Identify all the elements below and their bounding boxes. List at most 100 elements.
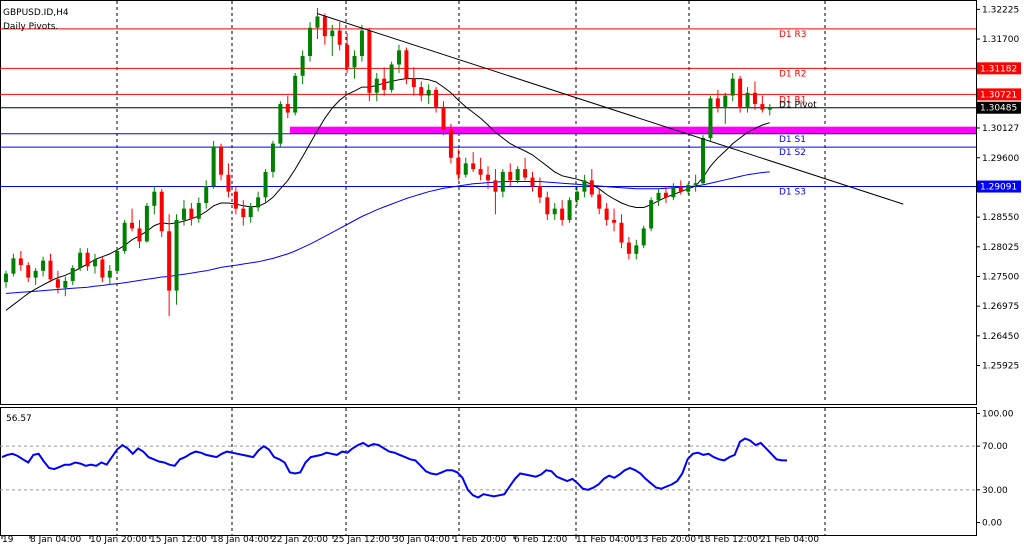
pivot-price-box — [977, 88, 1021, 101]
pivot-name: D1 R3 — [779, 30, 807, 40]
candle-body — [352, 56, 357, 68]
candle-body — [612, 219, 617, 223]
candle-body — [130, 222, 135, 229]
candle-body — [500, 171, 505, 192]
price-tick-label: 1.29600 — [982, 154, 1019, 164]
candles — [4, 7, 772, 317]
candle-body — [226, 174, 231, 192]
time-tick-label: 10 Jan 20:00 — [90, 535, 147, 545]
candle-body — [745, 92, 750, 107]
candle-body — [767, 108, 772, 110]
candle-body — [752, 92, 757, 105]
trendline — [317, 13, 904, 205]
candle-body — [33, 270, 38, 278]
candle-body — [523, 169, 528, 178]
candle-body — [18, 258, 23, 266]
candle-body — [486, 174, 490, 181]
candle-body — [663, 192, 668, 198]
price-tick-label: 1.29091 — [980, 183, 1017, 193]
candle-body — [678, 187, 683, 192]
candle-body — [530, 177, 535, 187]
time-tick-label: 11 Feb 04:00 — [576, 535, 635, 545]
price-tick-label: 1.26975 — [982, 302, 1019, 312]
candle-body — [137, 228, 142, 242]
candle-body — [597, 194, 602, 209]
candle-body — [174, 219, 179, 291]
price-panel-frame — [0, 0, 977, 405]
candle-body — [715, 98, 720, 107]
price-tick-label: 1.31700 — [982, 35, 1019, 45]
oscillator-tick-label: 30.00 — [982, 486, 1008, 496]
candle-body — [634, 245, 639, 254]
time-tick-label: 19 — [2, 535, 14, 545]
candle-body — [4, 273, 8, 283]
oscillator-value: 56.57 — [6, 414, 32, 424]
price-tick-label: 1.28550 — [982, 213, 1019, 223]
price-tick-label: 1.31182 — [980, 64, 1017, 74]
time-tick-label: 22 Jan 20:00 — [271, 535, 328, 545]
candle-body — [560, 208, 565, 220]
candle-body — [552, 208, 557, 215]
pivot-name: D1 S1 — [779, 135, 806, 145]
candle-body — [701, 137, 706, 184]
candle-body — [107, 270, 112, 278]
candle-body — [367, 30, 372, 93]
time-tick-label: 18 Feb 12:00 — [699, 535, 758, 545]
candle-body — [641, 228, 646, 246]
oscillator-panel: 100.00 70.00 30.00 0.00 — [0, 409, 1014, 529]
candle-body — [671, 187, 676, 198]
time-tick-label: 21 Feb 04:00 — [760, 535, 819, 545]
candle-body — [11, 258, 16, 274]
price-axis: 1.32225 1.31700 1.31182 1.30721 1.30485 1.301… — [976, 5, 1021, 371]
pivot-price-box — [977, 101, 1021, 114]
candle-body — [389, 64, 394, 90]
indicator-title: Daily Pivots. — [3, 22, 58, 32]
ma-slow-line — [5, 171, 770, 294]
candle-body — [456, 157, 461, 175]
candle-body — [545, 197, 550, 215]
candle-body — [448, 129, 453, 158]
price-tick-label: 1.30485 — [980, 104, 1017, 114]
candle-body — [649, 200, 654, 229]
candle-body — [100, 259, 105, 278]
candle-body — [537, 186, 542, 198]
pivot-name: D1 S2 — [779, 148, 806, 158]
ma-fast-line — [5, 78, 770, 311]
candle-body — [359, 30, 364, 57]
candle-body — [48, 260, 53, 280]
candle-body — [308, 27, 313, 57]
candle-body — [196, 202, 201, 219]
price-tick-label: 1.30127 — [982, 124, 1019, 134]
price-tick-label: 1.25925 — [982, 361, 1019, 371]
candle-body — [115, 251, 120, 271]
moving-averages — [5, 78, 770, 311]
time-axis: 19 8 Jan 04:00 10 Jan 20:00 15 Jan 12:00 18 … — [1, 535, 819, 545]
candle-body — [589, 180, 594, 195]
oscillator-line — [1, 437, 787, 499]
pivot-name: D1 R2 — [779, 69, 807, 79]
candle-body — [270, 143, 275, 172]
pivot-price-box — [977, 62, 1021, 75]
candle-body — [345, 44, 350, 68]
price-tick-label: 1.27500 — [982, 272, 1019, 282]
pivot-name: D1 Pivot — [779, 101, 817, 111]
oscillator-panel-frame — [0, 407, 977, 536]
candle-body — [181, 208, 186, 220]
time-tick-label: 8 Jan 04:00 — [30, 535, 82, 545]
candle-body — [219, 146, 224, 175]
candle-body — [337, 30, 342, 45]
candle-body — [419, 87, 424, 96]
oscillator-tick-label: 70.00 — [982, 442, 1008, 452]
time-tick-label: 25 Jan 12:00 — [333, 535, 390, 545]
candle-body — [515, 169, 520, 181]
price-tick-label: 1.28025 — [982, 243, 1019, 253]
candle-body — [404, 50, 409, 79]
time-tick-label: 15 Jan 12:00 — [150, 535, 207, 545]
candle-body — [189, 208, 194, 219]
price-tick-label: 1.30721 — [980, 90, 1017, 100]
candle-body — [619, 222, 624, 243]
candle-body — [708, 98, 713, 138]
price-tick-label: 1.26450 — [982, 332, 1019, 342]
candle-body — [382, 78, 387, 90]
